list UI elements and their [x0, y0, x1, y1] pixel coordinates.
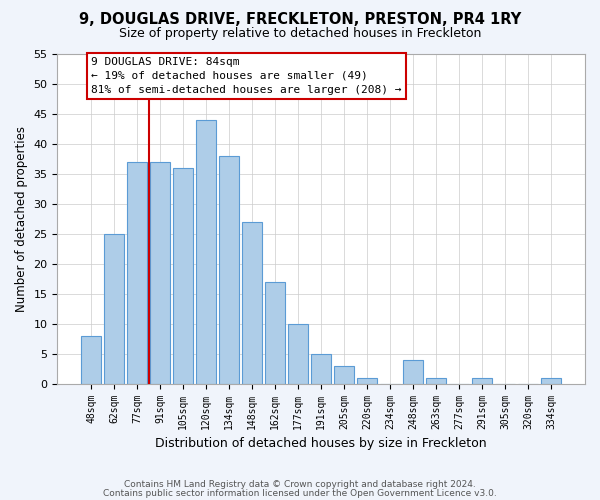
Bar	[289, 324, 308, 384]
Bar	[265, 282, 285, 384]
Text: 9, DOUGLAS DRIVE, FRECKLETON, PRESTON, PR4 1RY: 9, DOUGLAS DRIVE, FRECKLETON, PRESTON, P…	[79, 12, 521, 28]
Text: Contains HM Land Registry data © Crown copyright and database right 2024.: Contains HM Land Registry data © Crown c…	[124, 480, 476, 489]
Bar	[173, 168, 193, 384]
Text: Size of property relative to detached houses in Freckleton: Size of property relative to detached ho…	[119, 28, 481, 40]
X-axis label: Distribution of detached houses by size in Freckleton: Distribution of detached houses by size …	[155, 437, 487, 450]
Bar	[334, 366, 354, 384]
Bar	[220, 156, 239, 384]
Bar	[104, 234, 124, 384]
Text: 9 DOUGLAS DRIVE: 84sqm
← 19% of detached houses are smaller (49)
81% of semi-det: 9 DOUGLAS DRIVE: 84sqm ← 19% of detached…	[91, 57, 401, 95]
Bar	[311, 354, 331, 384]
Bar	[358, 378, 377, 384]
Text: Contains public sector information licensed under the Open Government Licence v3: Contains public sector information licen…	[103, 488, 497, 498]
Bar	[427, 378, 446, 384]
Bar	[472, 378, 492, 384]
Bar	[82, 336, 101, 384]
Bar	[196, 120, 216, 384]
Bar	[541, 378, 561, 384]
Bar	[151, 162, 170, 384]
Bar	[127, 162, 147, 384]
Bar	[403, 360, 423, 384]
Bar	[242, 222, 262, 384]
Y-axis label: Number of detached properties: Number of detached properties	[15, 126, 28, 312]
